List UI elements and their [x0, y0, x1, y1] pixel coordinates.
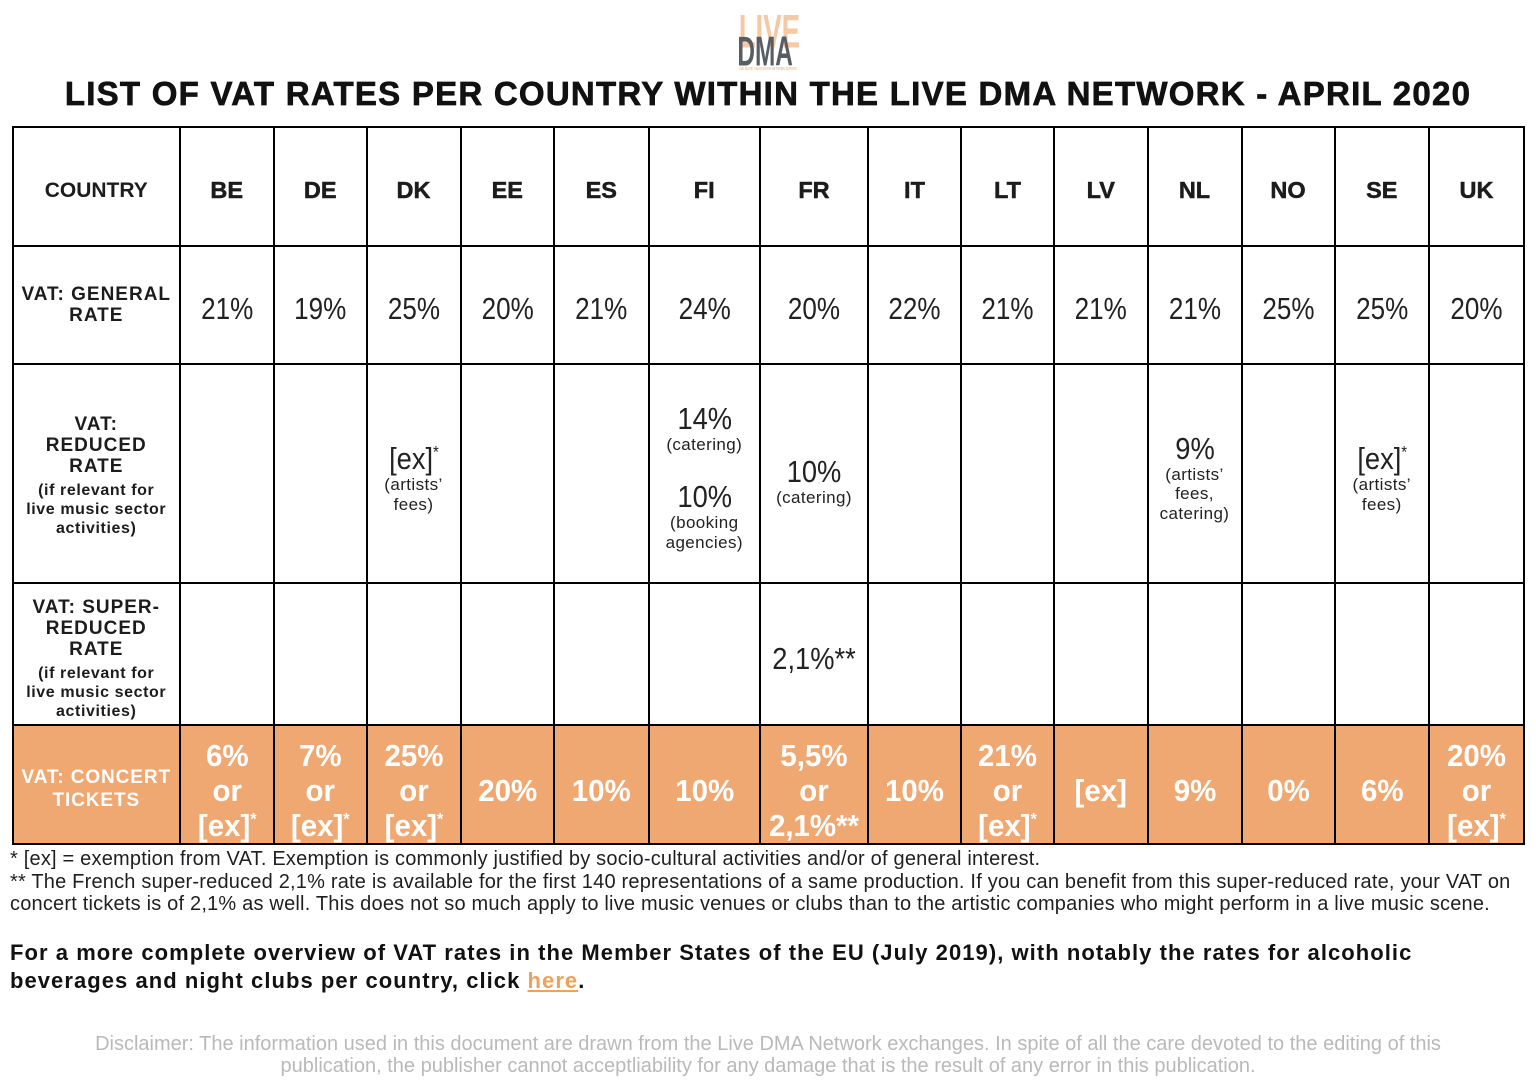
svg-text:LIVE MUSIC ASSOCIATION NETWORK: LIVE MUSIC ASSOCIATION NETWORK EUROPE — [739, 66, 797, 71]
svg-text:DMA: DMA — [737, 28, 793, 75]
svg-text:LIVE: LIVE — [739, 5, 800, 58]
